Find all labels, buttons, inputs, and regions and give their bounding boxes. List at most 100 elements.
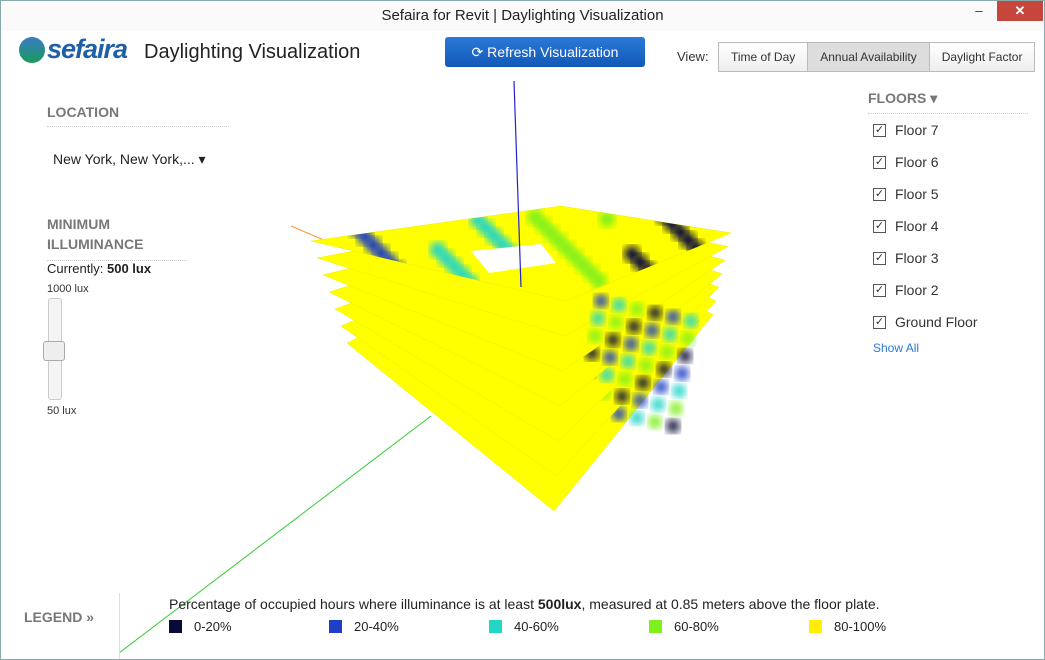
legend-label: 40-60% <box>514 619 559 634</box>
floor-label: Floor 4 <box>895 218 939 234</box>
current-label: Currently: <box>47 261 104 276</box>
plate-shape <box>594 294 608 308</box>
floor-checkbox[interactable]: ✓ <box>873 315 886 329</box>
floor-checkbox[interactable]: ✓ <box>873 155 886 169</box>
legend-label: 0-20% <box>194 619 232 634</box>
floor-item: ✓ Floor 4 <box>873 210 977 242</box>
legend-item: 80-100% <box>809 619 969 634</box>
plate-shape <box>591 273 607 289</box>
view-tab[interactable]: Daylight Factor <box>928 42 1036 72</box>
plate-shape <box>642 341 656 355</box>
plate-shape <box>645 323 659 338</box>
floor-label: Floor 6 <box>895 154 939 170</box>
minimize-button[interactable]: – <box>975 3 983 18</box>
refresh-label: Refresh Visualization <box>487 44 619 60</box>
floor-item: ✓ Ground Floor <box>873 306 977 338</box>
plate-shape <box>666 310 680 324</box>
location-heading: LOCATION <box>47 104 229 127</box>
view-tabs: Time of Day Annual Availability Daylight F… <box>718 42 1036 72</box>
refresh-button[interactable]: ⟳ Refresh Visualization <box>445 37 645 67</box>
legend-items: 0-20% 20-40% 40-60% 60-80% 80-100% <box>169 619 969 634</box>
desc-part: , measured at 0.85 meters above the floo… <box>581 596 880 612</box>
legend-swatch <box>809 620 822 633</box>
plate-shape <box>599 211 615 227</box>
floor-label: Ground Floor <box>895 314 978 330</box>
floor-checkbox[interactable]: ✓ <box>873 187 886 201</box>
legend-item: 20-40% <box>329 619 489 634</box>
plate-shape <box>630 302 644 316</box>
plate-shape <box>609 315 623 330</box>
view-tab[interactable]: Annual Availability <box>807 42 930 72</box>
floor-item: ✓ Floor 2 <box>873 274 977 306</box>
current-value: 500 lux <box>106 261 152 276</box>
legend-description: Percentage of occupied hours where illum… <box>169 596 880 612</box>
legend-toggle[interactable]: LEGEND » <box>24 609 95 625</box>
desc-emphasis: 500lux <box>537 596 582 612</box>
plate-shape <box>675 366 689 381</box>
plate-shape <box>678 349 692 363</box>
floors-heading-text: FLOORS <box>868 90 927 106</box>
desc-part: Percentage of occupied hours where illum… <box>169 596 538 612</box>
legend-swatch <box>489 620 502 633</box>
floor-label: Floor 7 <box>895 122 939 138</box>
plate-shape <box>660 345 674 359</box>
plate-shape <box>600 368 614 382</box>
plate-shape <box>603 350 617 365</box>
plate-shape <box>612 298 626 312</box>
location-value: New York, New York,... <box>53 151 195 167</box>
plate-shape <box>618 372 632 386</box>
view-tab[interactable]: Time of Day <box>718 42 809 72</box>
floor-label: Floor 3 <box>895 250 939 266</box>
floor-label: Floor 2 <box>895 282 939 298</box>
legend-swatch <box>649 620 662 633</box>
plate-shape <box>341 213 357 229</box>
legend-label: 20-40% <box>354 619 399 634</box>
plate-shape <box>669 401 683 416</box>
plate-shape <box>627 319 641 334</box>
legend-label: 80-100% <box>834 619 887 634</box>
floor-checkbox[interactable]: ✓ <box>873 123 886 137</box>
floor-checkbox[interactable]: ✓ <box>873 283 886 297</box>
plate-shape <box>591 311 605 326</box>
plate-shape <box>636 376 650 390</box>
illuminance-heading: MINIMUM ILLUMINANCE <box>47 214 187 261</box>
slider-handle[interactable] <box>43 341 65 361</box>
plate-shape <box>672 384 686 398</box>
show-all-link[interactable]: Show All <box>873 341 920 355</box>
legend-label: 60-80% <box>674 619 719 634</box>
legend-swatch <box>169 620 182 633</box>
plate-shape <box>656 208 672 224</box>
title-bar: Sefaira for Revit | Daylighting Visualiz… <box>1 1 1044 31</box>
location-dropdown[interactable]: New York, New York,... ▾ <box>53 151 206 167</box>
plate-shape <box>606 333 620 347</box>
plate-shape <box>633 393 647 408</box>
plate-shape <box>651 397 665 412</box>
floors-heading: FLOORS ▾ <box>868 90 1028 114</box>
plate-shape <box>657 362 671 377</box>
legend-item: 60-80% <box>649 619 809 634</box>
logo-text: sefaira <box>47 34 128 64</box>
floor-item: ✓ Floor 5 <box>873 178 977 210</box>
floor-item: ✓ Floor 6 <box>873 146 977 178</box>
floor-checkbox[interactable]: ✓ <box>873 219 886 233</box>
floor-label: Floor 5 <box>895 186 939 202</box>
legend-item: 40-60% <box>489 619 649 634</box>
floor-checkbox[interactable]: ✓ <box>873 251 886 265</box>
plate-shape <box>639 358 653 373</box>
plate-shape <box>588 329 602 343</box>
illuminance-current: Currently: 500 lux <box>47 261 151 276</box>
plate-shape <box>630 411 644 425</box>
plate-shape <box>648 306 662 320</box>
divider <box>119 593 120 659</box>
slider-min: 50 lux <box>47 405 77 417</box>
legend-swatch <box>329 620 342 633</box>
floor-item: ✓ Floor 7 <box>873 114 977 146</box>
floor-item: ✓ Floor 3 <box>873 242 977 274</box>
plate-shape <box>471 244 556 273</box>
view-label: View: <box>677 49 709 64</box>
plate-shape <box>405 207 421 223</box>
slider-max: 1000 lux <box>47 283 89 295</box>
close-button[interactable]: ✕ <box>997 1 1043 21</box>
